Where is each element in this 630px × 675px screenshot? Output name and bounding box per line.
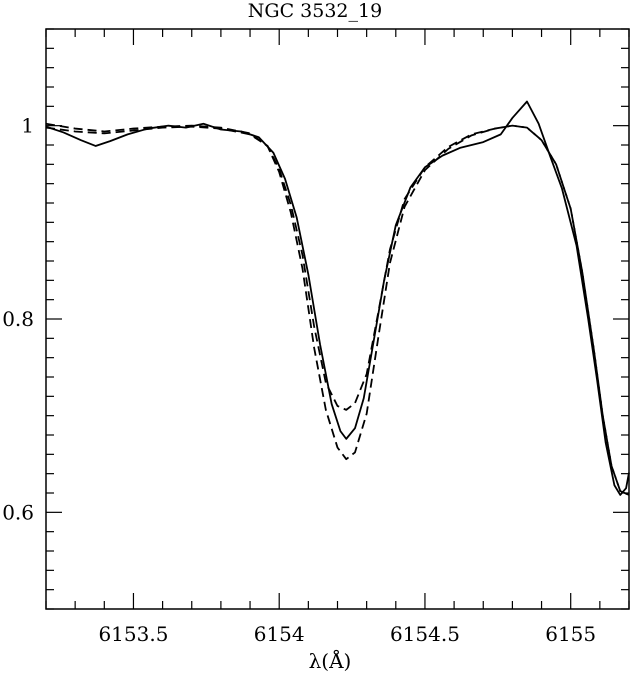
axis-ticks bbox=[45, 28, 630, 610]
chart-title: NGC 3532_19 bbox=[248, 0, 382, 22]
x-tick-label: 6153.5 bbox=[98, 622, 168, 646]
y-tick-label: 0.8 bbox=[2, 307, 34, 331]
y-tick-label: 0.6 bbox=[2, 500, 34, 524]
axis-tick-labels: 6153.5 6154 6154.5 6155 0.6 0.8 1 bbox=[2, 114, 596, 646]
observed-spectrum-line bbox=[45, 100, 630, 496]
x-tick-label: 6154.5 bbox=[390, 622, 460, 646]
dashed-model-line bbox=[45, 124, 630, 496]
x-axis-label: λ(Å) bbox=[309, 648, 352, 673]
y-tick-label: 1 bbox=[21, 114, 34, 138]
series-group bbox=[45, 100, 630, 496]
dashed-model-line bbox=[45, 122, 630, 496]
x-tick-label: 6154 bbox=[254, 622, 305, 646]
plot-frame bbox=[45, 28, 630, 610]
x-tick-label: 6155 bbox=[545, 622, 596, 646]
